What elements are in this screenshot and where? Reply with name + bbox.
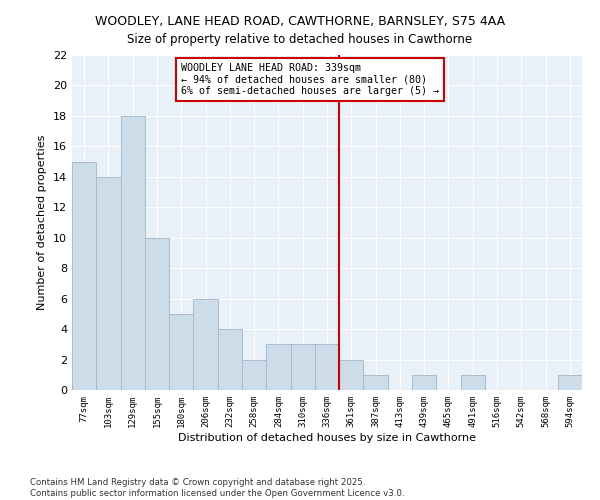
Bar [96,177,121,390]
Bar [339,360,364,390]
Bar [461,375,485,390]
Bar [558,375,582,390]
Text: Size of property relative to detached houses in Cawthorne: Size of property relative to detached ho… [127,32,473,46]
Bar [412,375,436,390]
Bar [364,375,388,390]
Bar [169,314,193,390]
Bar [290,344,315,390]
Bar [266,344,290,390]
Bar [72,162,96,390]
Bar [193,298,218,390]
Bar [145,238,169,390]
Text: Contains HM Land Registry data © Crown copyright and database right 2025.
Contai: Contains HM Land Registry data © Crown c… [30,478,404,498]
Bar [121,116,145,390]
Bar [218,329,242,390]
Bar [242,360,266,390]
X-axis label: Distribution of detached houses by size in Cawthorne: Distribution of detached houses by size … [178,432,476,442]
Text: WOODLEY LANE HEAD ROAD: 339sqm
← 94% of detached houses are smaller (80)
6% of s: WOODLEY LANE HEAD ROAD: 339sqm ← 94% of … [181,62,439,96]
Y-axis label: Number of detached properties: Number of detached properties [37,135,47,310]
Text: WOODLEY, LANE HEAD ROAD, CAWTHORNE, BARNSLEY, S75 4AA: WOODLEY, LANE HEAD ROAD, CAWTHORNE, BARN… [95,15,505,28]
Bar [315,344,339,390]
